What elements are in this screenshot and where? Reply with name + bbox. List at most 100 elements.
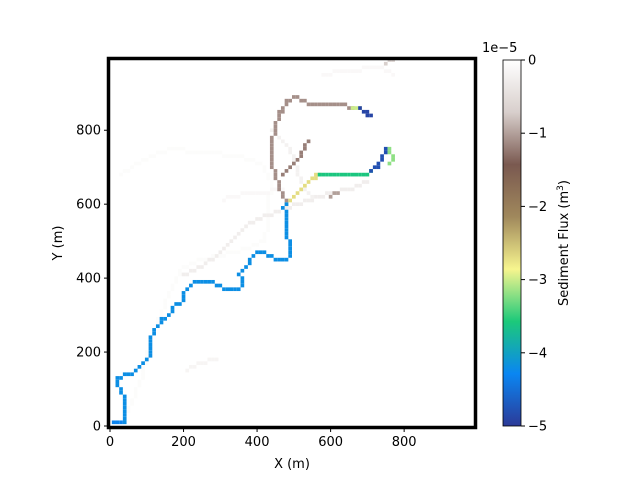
flux-cell	[332, 172, 337, 177]
x-tick-label: 800	[392, 435, 417, 450]
flux-cell	[122, 416, 127, 421]
flux-cell	[258, 239, 263, 243]
flux-cells	[111, 60, 395, 425]
flux-cell	[222, 287, 226, 292]
flux-cell	[203, 257, 208, 262]
flux-cell	[292, 154, 296, 158]
flux-cell	[273, 176, 278, 181]
colorbar-label: Sediment Flux (m3)	[556, 180, 572, 306]
flux-cell	[321, 72, 326, 77]
flux-cell	[236, 287, 241, 292]
flux-cell	[288, 254, 292, 258]
flux-cell	[141, 368, 145, 373]
flux-cell	[185, 287, 190, 292]
flux-cell	[130, 372, 134, 377]
flux-cell	[288, 150, 292, 155]
flux-cell	[200, 361, 204, 365]
flux-cell	[269, 157, 274, 162]
flux-cell	[303, 146, 307, 151]
flux-cell	[284, 98, 289, 103]
flux-cell	[284, 209, 289, 214]
flux-cell	[376, 165, 381, 170]
flux-cell	[196, 361, 201, 365]
flux-cell	[383, 146, 388, 151]
flux-cell	[240, 228, 245, 232]
flux-cell	[269, 183, 274, 188]
flux-cell	[200, 279, 204, 284]
flux-cell	[233, 235, 237, 240]
flux-cell	[170, 287, 175, 292]
flux-cell	[391, 60, 395, 62]
flux-cell	[277, 209, 281, 214]
flux-cell	[273, 257, 278, 262]
flux-cell	[203, 150, 208, 155]
flux-cell	[244, 191, 248, 195]
flux-cell	[372, 65, 377, 70]
flux-cell	[111, 420, 116, 425]
flux-cell	[244, 265, 248, 269]
flux-cell	[321, 102, 326, 107]
flux-cell	[185, 272, 190, 277]
colorbar-label-sup: 3	[556, 185, 566, 191]
colorbar-tick-label: −1	[528, 127, 547, 142]
colorbar-tick-label: −4	[528, 346, 547, 361]
flux-cell	[148, 346, 153, 351]
flux-cell	[314, 102, 318, 107]
flux-cell	[266, 194, 270, 199]
flux-cell	[383, 61, 388, 66]
y-tick-label: 600	[76, 198, 101, 213]
flux-cell	[336, 172, 340, 177]
flux-cell	[383, 150, 388, 155]
x-tick-label: 400	[245, 435, 270, 450]
flux-cell	[133, 390, 138, 395]
colorbar-tick-label: 0	[528, 54, 536, 69]
flux-cell	[269, 191, 274, 195]
flux-cell	[258, 250, 263, 255]
flux-cell	[303, 187, 307, 192]
flux-cell	[133, 161, 138, 166]
flux-cell	[354, 106, 359, 110]
flux-cell	[387, 60, 392, 62]
flux-cell	[247, 191, 252, 195]
flux-cell	[273, 187, 278, 192]
flux-cell	[277, 183, 281, 188]
flux-cell	[277, 113, 281, 118]
flux-cell	[380, 157, 384, 162]
flux-cell	[222, 246, 226, 251]
flux-cell	[288, 250, 292, 255]
flux-cell	[299, 98, 304, 103]
flux-cell	[277, 180, 281, 184]
flux-cell	[115, 379, 120, 384]
flux-cell	[269, 187, 274, 192]
flux-cell	[314, 172, 318, 177]
flux-cell	[365, 180, 370, 184]
flux-cell	[174, 146, 179, 151]
plot-frame	[106, 56, 478, 430]
flux-cell	[240, 246, 245, 251]
flux-cell	[122, 169, 127, 173]
flux-cell	[325, 172, 329, 177]
flux-cell	[207, 279, 212, 284]
flux-cell	[347, 187, 351, 192]
flux-cell	[115, 383, 120, 388]
flux-cell	[292, 161, 296, 166]
flux-cell	[214, 254, 219, 258]
flux-cell	[163, 302, 167, 306]
colorbar-ticks: 0 −1 −2 −3 −4 −5	[521, 54, 547, 435]
flux-cell	[325, 72, 329, 77]
x-tick-label: 0	[106, 435, 114, 450]
flux-cell	[178, 268, 182, 273]
flux-cell	[266, 206, 270, 210]
flux-cell	[236, 250, 241, 255]
flux-cell	[211, 357, 215, 362]
flux-cell	[347, 69, 351, 73]
flux-cell	[159, 150, 164, 155]
flux-cell	[343, 102, 348, 107]
flux-cell	[247, 261, 252, 266]
flux-cell	[284, 217, 289, 221]
flux-cell	[192, 261, 197, 266]
flux-cell	[236, 231, 241, 236]
flux-cell	[137, 161, 142, 166]
flux-cell	[332, 102, 337, 107]
flux-cell	[163, 305, 167, 310]
